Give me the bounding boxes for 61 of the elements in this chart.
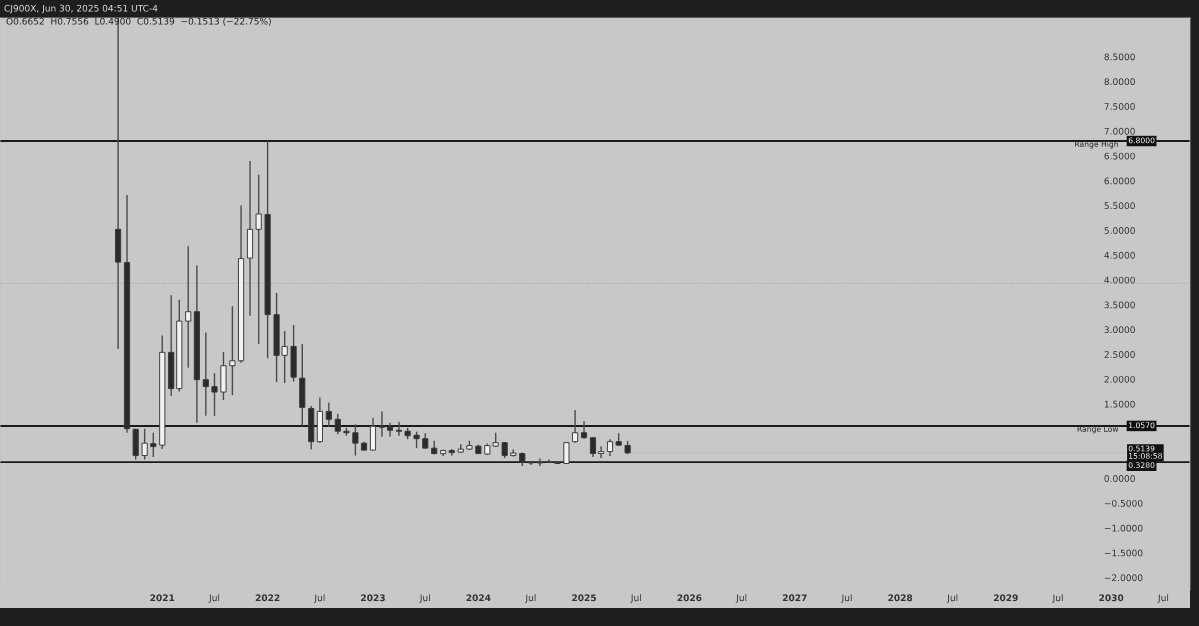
x-tick-label: Jul (841, 594, 852, 603)
x-tick-label: 2025 (572, 594, 596, 602)
candlestick (202, 331, 209, 417)
y-tick-label: −1.5000 (1104, 549, 1143, 557)
x-tick-label: 2024 (466, 594, 491, 602)
y-tick-label: −2.0000 (1104, 574, 1143, 582)
x-tick-label: 2029 (993, 594, 1018, 602)
candlestick (378, 410, 386, 438)
candlestick (536, 457, 543, 467)
y-tick-label: 5.0000 (1104, 227, 1135, 234)
x-tick-label: Jul (946, 594, 958, 603)
y-tick-label: 1.5000 (1104, 400, 1135, 408)
text: CJ900X, Jun 30, 2025 04:51 UTC-4 (4, 4, 158, 14)
x-tick-label: 2027 (782, 594, 807, 602)
x-tick-label: Jul (1052, 594, 1063, 603)
x-tick-label: Jul (630, 594, 641, 603)
y-tick-label: 3.0000 (1104, 326, 1135, 334)
candlestick (255, 174, 262, 345)
candlestick (211, 372, 218, 417)
y-tick-label: 6.0000 (1104, 177, 1135, 185)
y-tick-label: 8.5000 (1104, 53, 1135, 61)
x-tick-label: Jul (313, 594, 325, 603)
x-tick-label: Jul (208, 594, 220, 603)
x-tick-label: Jul (735, 594, 747, 603)
x-tick-label: 2028 (888, 594, 913, 602)
y-tick-label: 4.5000 (1104, 251, 1135, 259)
x-tick-label: 2021 (150, 594, 175, 602)
candlestick (141, 428, 148, 461)
candlestick (597, 445, 605, 459)
x-tick-label: 2030 (1099, 594, 1124, 602)
y-tick-label: 2.5000 (1104, 351, 1135, 358)
candlestick (395, 421, 403, 437)
y-tick-label: 4.0000 (1104, 276, 1135, 284)
x-tick-label: Jul (525, 594, 536, 603)
candlestick (369, 417, 377, 452)
candlestick (150, 432, 157, 458)
candlestick (580, 420, 588, 440)
y-tick-label: 0.0000 (1104, 475, 1135, 482)
y-tick-label: −0.5000 (1104, 499, 1143, 507)
candlestick (229, 305, 236, 396)
candlestick (386, 422, 394, 438)
y-tick-label: −1.0000 (1104, 524, 1143, 532)
x-tick-label: 2022 (255, 594, 280, 602)
x-tick-label: 2026 (677, 594, 702, 602)
x-tick-label: 2023 (361, 594, 385, 602)
y-tick-label: 2.0000 (1104, 375, 1135, 383)
y-tick-label: 6.5000 (1104, 152, 1135, 160)
y-tick-label: 7.5000 (1104, 103, 1135, 110)
candlestick (334, 413, 341, 435)
x-tick-label: Jul (1157, 594, 1169, 603)
candlestick (563, 441, 570, 465)
y-tick-label: 5.5000 (1104, 202, 1135, 210)
y-tick-label: 7.0000 (1104, 127, 1135, 135)
candlestick (571, 409, 579, 444)
x-tick-label: Jul (419, 594, 430, 603)
candlestick (352, 423, 359, 457)
y-tick-label: 8.0000 (1104, 78, 1135, 86)
candlestick (589, 437, 597, 458)
y-tick-label: 3.5000 (1104, 301, 1135, 309)
candlestick (325, 401, 332, 428)
candlestick (185, 245, 192, 369)
